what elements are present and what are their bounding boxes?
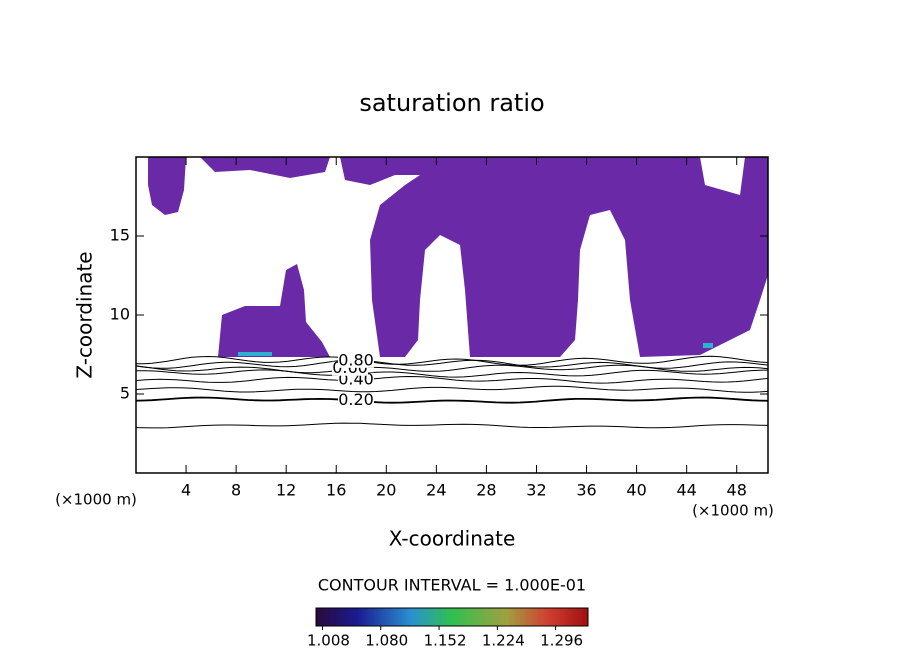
- contour-label: 0.80: [338, 350, 374, 369]
- contour-line: [136, 359, 768, 369]
- x-unit-label: (×1000 m): [55, 491, 137, 509]
- x-unit-label: (×1000 m): [692, 502, 774, 520]
- colorbar-tick-label: 1.296: [540, 632, 583, 650]
- x-tick-label: 40: [626, 481, 646, 500]
- fill-highlight: [703, 343, 713, 348]
- contour-line: [136, 396, 768, 404]
- contour-line: [136, 355, 768, 366]
- y-tick-label: 15: [110, 226, 130, 245]
- fill-area: [218, 264, 330, 357]
- x-axis-label: X-coordinate: [389, 527, 516, 551]
- x-tick-label: 12: [276, 481, 296, 500]
- fill-highlight: [238, 352, 272, 356]
- contour-lines: [136, 355, 768, 429]
- contour-label-bg: [338, 372, 374, 387]
- contour-line: [136, 369, 768, 378]
- x-tick-label: 20: [376, 481, 396, 500]
- fill-area: [148, 157, 186, 215]
- y-tick-label: 5: [120, 384, 130, 403]
- contour-line: [136, 364, 768, 374]
- chart-title: saturation ratio: [359, 89, 544, 117]
- contour-interval: CONTOUR INTERVAL = 1.000E-01: [318, 576, 586, 595]
- contour-line: [136, 385, 768, 393]
- x-tick-label: 24: [426, 481, 446, 500]
- contour-label-bg: [338, 353, 374, 368]
- x-tick-label: 16: [326, 481, 346, 500]
- x-tick-label: 8: [231, 481, 241, 500]
- colorbar-tick-label: 1.080: [365, 632, 408, 650]
- colorbar-tick-label: 1.152: [424, 632, 467, 650]
- contour-label: 0.20: [338, 390, 374, 409]
- fill-area: [200, 157, 330, 178]
- colorbar: [315, 607, 589, 627]
- contour-line: [136, 422, 768, 429]
- fill-area: [340, 157, 768, 357]
- contour-label-bg: [338, 393, 374, 408]
- colorbar-tick-label: 1.224: [482, 632, 525, 650]
- x-tick-label: 32: [526, 481, 546, 500]
- x-tick-label: 28: [476, 481, 496, 500]
- colorbar-tick-label: 1.008: [307, 632, 350, 650]
- contour-line: [136, 375, 768, 384]
- y-axis-label: Z-coordinate: [73, 251, 97, 378]
- saturated-region: [148, 157, 768, 357]
- x-tick-label: 48: [727, 481, 747, 500]
- y-tick-label: 10: [110, 305, 130, 324]
- x-tick-label: 36: [576, 481, 596, 500]
- x-tick-label: 44: [676, 481, 696, 500]
- x-tick-label: 4: [181, 481, 191, 500]
